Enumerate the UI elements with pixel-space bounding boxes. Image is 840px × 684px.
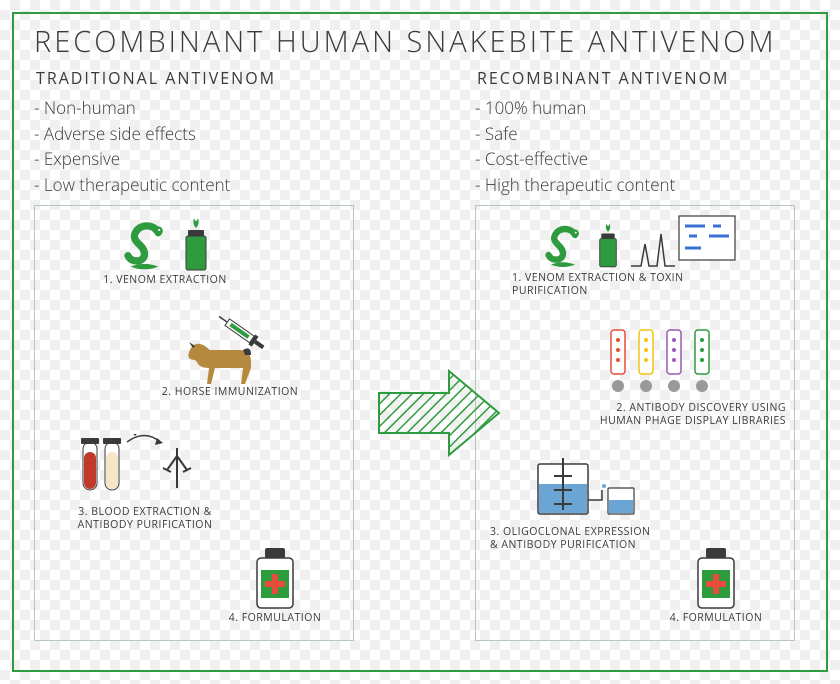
left-subtitle: TRADITIONAL ANTIVENOM bbox=[36, 67, 365, 89]
left-step-4: 4. FORMULATION bbox=[205, 546, 345, 625]
venom-vial-icon bbox=[593, 220, 623, 272]
left-step-1: 1. VENOM EXTRACTION bbox=[75, 216, 255, 287]
left-step-1-label: 1. VENOM EXTRACTION bbox=[75, 274, 255, 287]
left-step-2: 2. HORSE IMMUNIZATION bbox=[135, 314, 325, 399]
left-column: TRADITIONAL ANTIVENOM Non-human Adverse … bbox=[34, 63, 365, 663]
left-bullet: Low therapeutic content bbox=[34, 172, 365, 198]
left-bullet: Non-human bbox=[34, 95, 365, 121]
right-step-4-label: 4. FORMULATION bbox=[646, 612, 786, 625]
phage-library-icon bbox=[591, 324, 741, 402]
bioreactor-icon bbox=[530, 456, 650, 526]
right-bullets: 100% human Safe Cost-effective High ther… bbox=[475, 95, 806, 197]
right-bullet: 100% human bbox=[475, 95, 806, 121]
right-bullet: Cost-effective bbox=[475, 146, 806, 172]
right-step-4: 4. FORMULATION bbox=[646, 546, 786, 625]
right-bullet: Safe bbox=[475, 121, 806, 147]
infographic-frame: RECOMBINANT HUMAN SNAKEBITE ANTIVENOM TR… bbox=[12, 12, 828, 672]
left-bullet: Expensive bbox=[34, 146, 365, 172]
chromatogram-icon bbox=[629, 214, 739, 272]
right-step-1-label: 1. VENOM EXTRACTION & TOXIN PURIFICATION bbox=[512, 272, 784, 298]
left-step-3: 3. BLOOD EXTRACTION & ANTIBODY PURIFICAT… bbox=[45, 434, 245, 532]
right-subtitle: RECOMBINANT ANTIVENOM bbox=[477, 67, 806, 89]
snake-icon bbox=[117, 219, 172, 274]
left-step-3-label: 3. BLOOD EXTRACTION & ANTIBODY PURIFICAT… bbox=[45, 506, 245, 532]
left-step-2-label: 2. HORSE IMMUNIZATION bbox=[135, 386, 325, 399]
left-step-4-label: 4. FORMULATION bbox=[205, 612, 345, 625]
left-bullet: Adverse side effects bbox=[34, 121, 365, 147]
right-bullet: High therapeutic content bbox=[475, 172, 806, 198]
right-steps-box: 1. VENOM EXTRACTION & TOXIN PURIFICATION bbox=[475, 205, 795, 641]
right-step-1: 1. VENOM EXTRACTION & TOXIN PURIFICATION bbox=[494, 214, 784, 298]
horse-syringe-icon bbox=[175, 314, 285, 386]
columns: TRADITIONAL ANTIVENOM Non-human Adverse … bbox=[34, 63, 806, 663]
formulation-bottle-icon bbox=[692, 546, 740, 612]
left-bullets: Non-human Adverse side effects Expensive… bbox=[34, 95, 365, 197]
snake-icon bbox=[539, 222, 587, 272]
venom-vial-icon bbox=[178, 216, 214, 274]
right-step-3: 3. OLIGOCLONAL EXPRESSION & ANTIBODY PUR… bbox=[490, 456, 690, 552]
right-step-2: 2. ANTIBODY DISCOVERY USING HUMAN PHAGE … bbox=[546, 324, 786, 428]
arrow-icon bbox=[374, 363, 504, 463]
left-steps-box: 1. VENOM EXTRACTION bbox=[34, 205, 354, 641]
main-title: RECOMBINANT HUMAN SNAKEBITE ANTIVENOM bbox=[34, 22, 806, 61]
right-step-2-label: 2. ANTIBODY DISCOVERY USING HUMAN PHAGE … bbox=[546, 402, 786, 428]
formulation-bottle-icon bbox=[251, 546, 299, 612]
blood-tubes-icon bbox=[75, 434, 215, 506]
right-column: RECOMBINANT ANTIVENOM 100% human Safe Co… bbox=[475, 63, 806, 663]
